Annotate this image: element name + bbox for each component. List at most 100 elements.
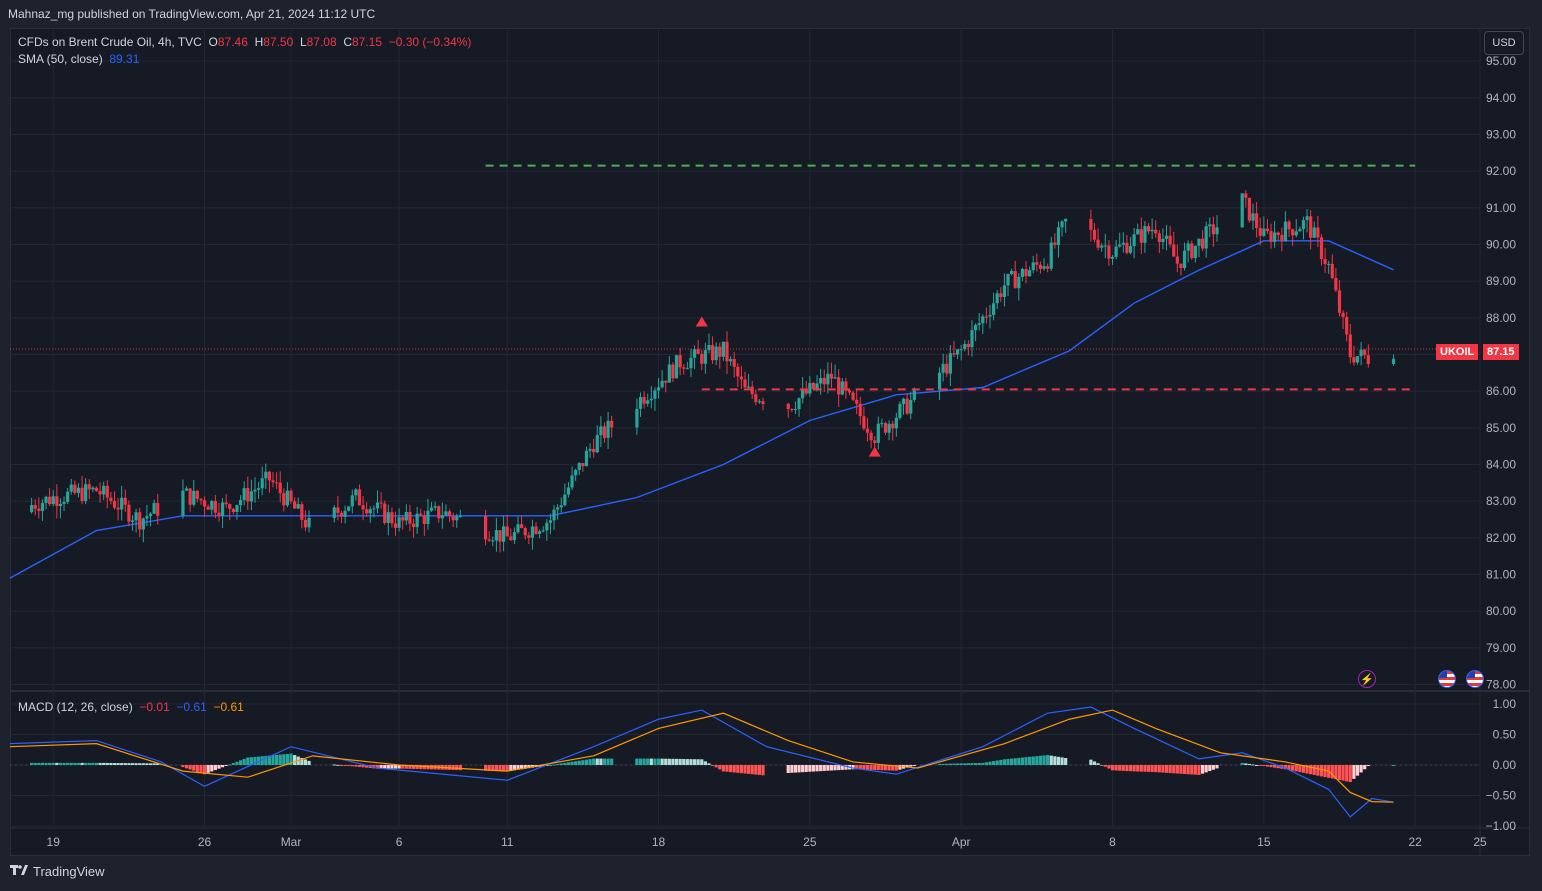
candle-up bbox=[1355, 356, 1360, 363]
candle-up bbox=[948, 353, 952, 374]
macd-histogram-bar bbox=[1186, 765, 1190, 775]
macd-histogram-bar bbox=[73, 762, 77, 765]
candle-up bbox=[184, 488, 189, 491]
macd-histogram-bar bbox=[999, 759, 1003, 765]
candle-up bbox=[1136, 229, 1140, 235]
macd-histogram-bar bbox=[883, 765, 888, 771]
macd-histogram-bar bbox=[105, 762, 109, 765]
macd-histogram-bar bbox=[1092, 761, 1097, 765]
macd-histogram-bar bbox=[383, 765, 387, 769]
candle-down bbox=[873, 440, 877, 443]
macd-histogram-bar bbox=[725, 765, 729, 772]
candle-down bbox=[883, 423, 888, 433]
macd-histogram-bar bbox=[386, 765, 390, 769]
macd-histogram-bar bbox=[210, 765, 214, 772]
candle-down bbox=[610, 420, 614, 428]
macd-histogram-bar bbox=[220, 765, 225, 768]
sma-line bbox=[9, 240, 1394, 579]
macd-histogram-bar bbox=[833, 765, 837, 771]
candle-up bbox=[444, 511, 448, 516]
candle-down bbox=[966, 343, 970, 348]
macd-line-value: −0.61 bbox=[176, 700, 207, 714]
macd-histogram-bar bbox=[674, 758, 679, 765]
us-flag-icon[interactable] bbox=[1466, 670, 1484, 688]
candle-up bbox=[249, 491, 253, 502]
sma-value: 89.31 bbox=[109, 52, 140, 66]
candle-up bbox=[307, 518, 311, 528]
candle-down bbox=[1287, 221, 1291, 230]
macd-histogram-bar bbox=[754, 765, 758, 775]
macd-histogram-bar bbox=[199, 765, 203, 774]
candle-down bbox=[739, 376, 743, 380]
macd-histogram-bar bbox=[1042, 755, 1046, 765]
candle-down bbox=[1096, 239, 1100, 248]
candle-up bbox=[145, 516, 149, 519]
candle-up bbox=[538, 531, 542, 534]
macd-histogram-bar bbox=[635, 758, 639, 765]
candle-up bbox=[1132, 234, 1136, 247]
candle-down bbox=[411, 523, 416, 528]
macd-histogram-bar bbox=[1294, 765, 1298, 772]
macd-histogram-bar bbox=[851, 765, 855, 770]
macd-histogram-bar bbox=[649, 758, 653, 765]
candle-up bbox=[130, 520, 135, 522]
candle-up bbox=[1128, 246, 1133, 253]
macd-histogram-bar bbox=[1316, 765, 1320, 776]
macd-histogram-bar bbox=[894, 765, 898, 771]
macd-histogram-bar bbox=[181, 765, 185, 768]
close-label: C bbox=[343, 35, 352, 49]
candle-up bbox=[1251, 213, 1255, 221]
candle-down bbox=[1323, 259, 1327, 264]
macd-histogram-bar bbox=[300, 757, 304, 765]
currency-button[interactable]: USD bbox=[1484, 31, 1524, 55]
lightning-icon[interactable]: ⚡ bbox=[1358, 670, 1376, 688]
candle-up bbox=[548, 520, 553, 523]
macd-histogram-bar bbox=[422, 765, 426, 770]
macd-histogram-bar bbox=[1298, 765, 1302, 773]
candle-down bbox=[804, 389, 808, 394]
candle-up bbox=[1186, 243, 1190, 251]
macd-histogram-bar bbox=[336, 764, 340, 766]
macd-histogram-bar bbox=[1146, 765, 1151, 772]
macd-histogram-bar bbox=[757, 765, 762, 775]
us-flag-icon[interactable] bbox=[1438, 670, 1456, 688]
macd-histogram-bar bbox=[1128, 765, 1133, 772]
macd-histogram-bar bbox=[195, 765, 199, 772]
candle-down bbox=[282, 493, 286, 506]
macd-histogram-bar bbox=[411, 765, 416, 769]
macd-histogram-bar bbox=[1168, 765, 1172, 774]
price-tick-label: 80.00 bbox=[1486, 604, 1516, 618]
candle-down bbox=[80, 487, 84, 502]
macd-histogram-bar bbox=[584, 759, 589, 765]
candle-down bbox=[945, 363, 949, 374]
macd-histogram-bar bbox=[858, 765, 862, 770]
candle-down bbox=[451, 515, 455, 521]
candle-up bbox=[909, 399, 913, 414]
candle-down bbox=[361, 505, 365, 510]
macd-histogram-bar bbox=[1287, 765, 1291, 770]
macd-histogram-bar bbox=[48, 762, 52, 765]
candle-up bbox=[801, 389, 805, 399]
candle-down bbox=[710, 345, 715, 361]
macd-histogram-bar bbox=[678, 758, 682, 765]
sma-label: SMA (50, close) bbox=[18, 52, 103, 66]
candle-down bbox=[1334, 277, 1338, 291]
candle-up bbox=[1197, 238, 1201, 246]
candle-down bbox=[1175, 256, 1179, 264]
macd-histogram-bar bbox=[552, 764, 556, 766]
candle-up bbox=[815, 383, 819, 390]
candle-down bbox=[393, 523, 398, 528]
candle-up bbox=[238, 499, 243, 506]
candle-down bbox=[1154, 229, 1158, 234]
macd-histogram-bar bbox=[606, 758, 610, 765]
macd-histogram-bar bbox=[556, 763, 560, 765]
macd-histogram-bar bbox=[563, 762, 567, 765]
price-tick-label: 88.00 bbox=[1486, 311, 1516, 325]
candle-down bbox=[365, 509, 369, 514]
macd-histogram-bar bbox=[1017, 757, 1021, 765]
price-tick-label: 82.00 bbox=[1486, 531, 1516, 545]
candle-down bbox=[1038, 264, 1043, 269]
macd-histogram-bar bbox=[455, 765, 459, 771]
macd-histogram-bar bbox=[973, 763, 978, 765]
